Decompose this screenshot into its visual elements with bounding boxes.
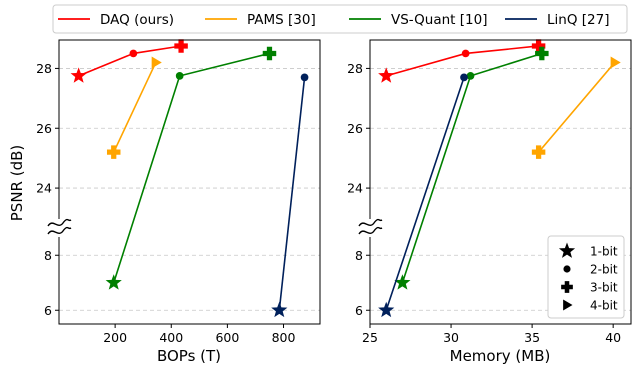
data-point-3-bit: [262, 46, 277, 61]
series-line-pams-30: [537, 61, 616, 153]
data-point-3-bit: [535, 46, 549, 61]
marker-legend-label: 1-bit: [590, 245, 618, 259]
y-tick-label: 26: [347, 121, 363, 136]
marker-legend-symbol: [563, 265, 571, 273]
x-tick-label: 35: [524, 330, 540, 345]
data-point-1-bit: [70, 67, 87, 83]
axes-frame: [369, 39, 632, 325]
data-point-4-bit: [151, 56, 162, 69]
axis-break-gap: [57, 219, 61, 237]
y-tick-label: 24: [347, 181, 363, 196]
axis-break-mark: [358, 226, 383, 235]
y-tick-label: 24: [36, 181, 52, 196]
data-point-3-bit: [531, 145, 546, 159]
marker-legend: 1-bit 2-bit 3-bit 4-bit: [547, 235, 625, 319]
y-tick-label: 6: [44, 303, 52, 318]
marker-legend-symbol: [563, 299, 573, 311]
data-point-1-bit: [378, 301, 395, 318]
axis-break-mark: [358, 218, 383, 227]
y-tick-label: 26: [36, 121, 52, 136]
data-point-2-bit: [461, 49, 470, 58]
y-tick-label: 8: [355, 248, 363, 263]
y-tick-label: 8: [44, 248, 52, 263]
axis-break-mark: [47, 226, 72, 235]
data-point-2-bit: [129, 49, 138, 58]
bops-panel: 6 8 24 26 28 200 400 600 800: [36, 39, 321, 345]
x-axis-label-bops: BOPs (T): [157, 347, 221, 365]
y-axis-label: PSNR (dB): [8, 145, 26, 222]
y-tick-label: 6: [355, 303, 363, 318]
data-point-1-bit: [378, 67, 395, 83]
x-tick-label: 25: [362, 330, 378, 345]
series-line-vs-quant-10: [112, 52, 270, 283]
data-point-2-bit: [175, 72, 184, 80]
data-point-4-bit: [610, 56, 621, 69]
y-tick-label: 28: [347, 61, 363, 76]
x-tick-label: 600: [215, 330, 239, 345]
legend-label: DAQ (ours): [100, 12, 174, 28]
series-line-daq-ours: [78, 45, 182, 77]
series-line-pams-30: [113, 62, 157, 153]
marker-legend-label: 2-bit: [590, 263, 618, 277]
data-point-1-bit: [105, 274, 122, 290]
data-point-2-bit: [460, 73, 468, 82]
legend-frame: [52, 4, 628, 34]
x-tick-label: 30: [443, 330, 459, 345]
x-tick-label: 800: [272, 330, 296, 345]
axis-break-gap: [368, 219, 372, 237]
axes-frame: [58, 39, 321, 325]
data-point-3-bit: [531, 39, 546, 53]
legend-label: VS-Quant [10]: [391, 12, 487, 28]
legend-label: LinQ [27]: [547, 12, 609, 28]
series-legend: DAQ (ours) PAMS [30] VS-Quant [10] LinQ [27…: [52, 4, 628, 34]
y-tick-label: 28: [36, 61, 52, 76]
data-point-3-bit: [174, 39, 188, 53]
series-line-linq-27: [278, 77, 306, 311]
marker-legend-symbol: [561, 281, 573, 293]
legend-label: PAMS [30]: [247, 12, 316, 28]
marker-legend-symbol: [558, 242, 576, 258]
data-point-2-bit: [300, 73, 309, 82]
series-line-linq-27: [385, 77, 465, 311]
x-tick-label: 40: [605, 330, 621, 345]
data-point-2-bit: [466, 72, 475, 80]
data-point-1-bit: [271, 301, 288, 318]
axis-break-mark: [47, 218, 72, 227]
marker-legend-frame: [547, 235, 625, 319]
marker-legend-label: 3-bit: [590, 281, 618, 295]
x-tick-label: 200: [103, 330, 127, 345]
data-point-1-bit: [394, 274, 411, 290]
series-line-vs-quant-10: [401, 52, 543, 284]
x-axis-label-memory: Memory (MB): [450, 347, 551, 365]
marker-legend-label: 4-bit: [590, 299, 618, 313]
data-point-3-bit: [106, 145, 121, 159]
x-tick-label: 400: [159, 330, 183, 345]
